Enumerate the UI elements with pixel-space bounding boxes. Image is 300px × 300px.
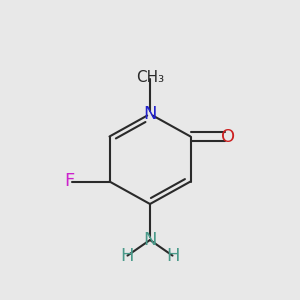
Text: CH₃: CH₃ [136,70,164,86]
Text: O: O [221,128,235,146]
Text: F: F [64,172,74,190]
Text: N: N [143,231,157,249]
Text: N: N [143,105,157,123]
Text: H: H [166,247,179,265]
Text: H: H [121,247,134,265]
